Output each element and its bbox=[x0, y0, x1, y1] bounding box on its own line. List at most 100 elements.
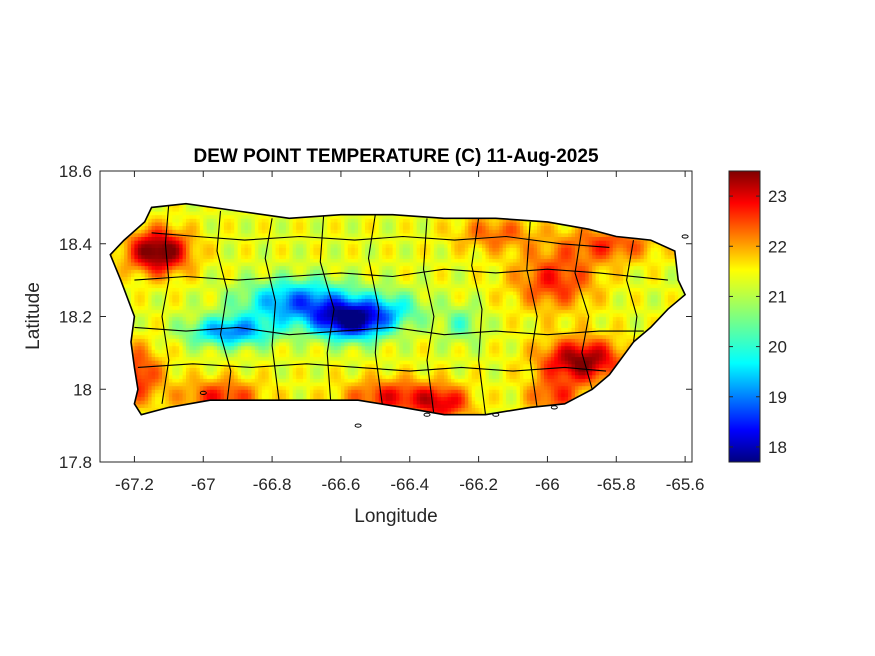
field-cell bbox=[303, 382, 308, 387]
field-cell bbox=[179, 385, 184, 390]
field-cell bbox=[268, 356, 273, 361]
field-cell bbox=[182, 214, 187, 219]
field-cell bbox=[186, 251, 190, 256]
field-cell bbox=[206, 392, 211, 398]
field-cell bbox=[299, 232, 304, 237]
field-cell bbox=[203, 211, 208, 216]
field-cell bbox=[186, 320, 190, 325]
field-cell bbox=[223, 254, 228, 259]
field-cell bbox=[313, 382, 318, 387]
field-cell bbox=[310, 298, 314, 303]
field-cell bbox=[223, 265, 228, 270]
field-cell bbox=[168, 385, 173, 390]
field-cell bbox=[261, 349, 266, 354]
field-cell bbox=[144, 342, 149, 347]
field-cell bbox=[337, 312, 342, 318]
field-cell bbox=[203, 352, 208, 358]
field-cell bbox=[172, 283, 177, 288]
field-cell bbox=[327, 218, 332, 223]
field-cell bbox=[237, 258, 242, 263]
field-cell bbox=[155, 236, 160, 241]
field-cell bbox=[127, 276, 132, 281]
field-cell bbox=[223, 232, 228, 237]
field-cell bbox=[299, 225, 304, 230]
field-cell bbox=[310, 389, 314, 394]
field-cell bbox=[199, 360, 204, 365]
field-cell bbox=[137, 229, 142, 234]
field-cell bbox=[296, 316, 301, 321]
field-cell bbox=[265, 316, 270, 321]
field-cell bbox=[258, 378, 263, 383]
field-cell bbox=[186, 232, 190, 237]
field-cell bbox=[354, 323, 359, 328]
field-cell bbox=[131, 294, 135, 299]
field-cell bbox=[272, 327, 277, 332]
field-cell bbox=[282, 247, 287, 252]
field-cell bbox=[134, 327, 139, 332]
field-cell bbox=[155, 338, 160, 343]
field-cell bbox=[244, 243, 249, 248]
field-cell bbox=[206, 363, 211, 368]
field-cell bbox=[134, 265, 139, 270]
field-cell bbox=[337, 265, 342, 270]
field-cell bbox=[134, 301, 139, 307]
field-cell bbox=[172, 229, 177, 234]
field-cell bbox=[323, 396, 328, 401]
field-cell bbox=[241, 225, 246, 230]
field-cell bbox=[313, 360, 318, 365]
field-cell bbox=[237, 389, 242, 394]
field-cell bbox=[137, 236, 142, 241]
field-cell bbox=[189, 360, 194, 365]
field-cell bbox=[251, 382, 256, 387]
field-cell bbox=[158, 352, 163, 358]
field-cell bbox=[217, 378, 221, 383]
field-cell bbox=[179, 280, 184, 285]
field-cell bbox=[258, 374, 263, 379]
field-cell bbox=[179, 371, 184, 376]
field-cell bbox=[254, 258, 259, 263]
field-cell bbox=[251, 283, 256, 288]
field-cell bbox=[182, 254, 187, 259]
field-cell bbox=[230, 305, 235, 310]
field-cell bbox=[144, 294, 149, 299]
field-cell bbox=[206, 265, 211, 270]
field-cell bbox=[254, 225, 259, 230]
field-cell bbox=[251, 272, 256, 277]
field-cell bbox=[279, 309, 283, 314]
field-cell bbox=[251, 349, 256, 354]
field-cell bbox=[296, 247, 301, 252]
field-cell bbox=[244, 269, 249, 274]
field-cell bbox=[354, 265, 359, 270]
field-cell bbox=[268, 316, 273, 321]
field-cell bbox=[165, 371, 170, 376]
field-cell bbox=[248, 280, 252, 285]
field-cell bbox=[230, 367, 235, 372]
field-cell bbox=[337, 342, 342, 347]
field-cell bbox=[182, 301, 187, 307]
field-cell bbox=[344, 371, 349, 376]
field-cell bbox=[285, 225, 290, 230]
field-cell bbox=[155, 316, 160, 321]
field-cell bbox=[230, 385, 235, 390]
field-cell bbox=[206, 232, 211, 237]
field-cell bbox=[306, 389, 311, 394]
field-cell bbox=[196, 294, 201, 299]
field-cell bbox=[268, 345, 273, 350]
field-cell bbox=[234, 352, 239, 358]
field-cell bbox=[241, 272, 246, 277]
field-cell bbox=[347, 367, 352, 372]
field-cell bbox=[258, 251, 263, 256]
field-cell bbox=[210, 265, 215, 270]
field-cell bbox=[206, 312, 211, 318]
field-cell bbox=[172, 251, 177, 256]
field-cell bbox=[251, 371, 256, 376]
field-cell bbox=[340, 345, 345, 350]
field-cell bbox=[220, 247, 225, 252]
field-cell bbox=[323, 360, 328, 365]
field-cell bbox=[296, 367, 301, 372]
field-cell bbox=[192, 240, 197, 245]
field-cell bbox=[237, 345, 242, 350]
field-cell bbox=[192, 221, 197, 227]
field-cell bbox=[261, 221, 266, 227]
field-cell bbox=[182, 229, 187, 234]
